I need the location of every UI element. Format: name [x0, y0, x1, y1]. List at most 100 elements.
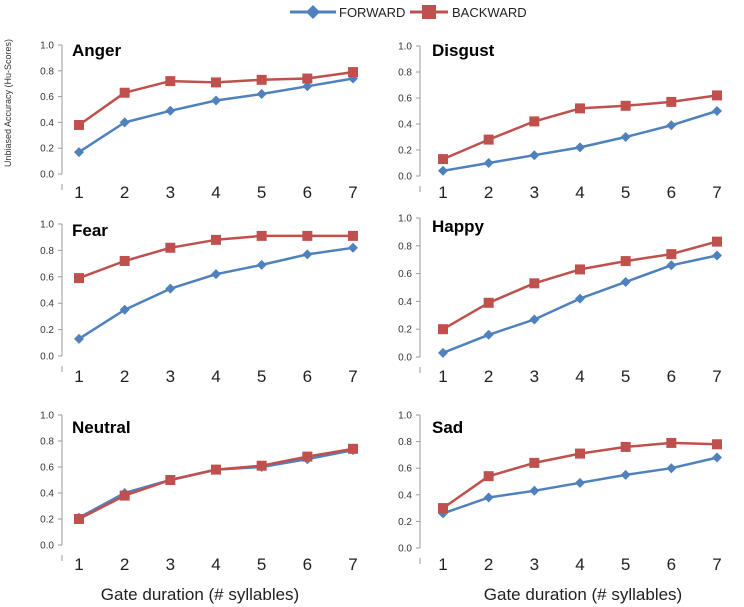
- x-tick-label-sad: 1: [438, 555, 447, 574]
- point-backward-disgust: [483, 134, 494, 145]
- point-forward-anger: [74, 147, 84, 158]
- y-tick-label-happy: 0.4: [398, 297, 412, 308]
- x-tick-label-anger: 6: [303, 183, 312, 202]
- panel-anger: 0.0 0.2 0.4 0.6 0.8 1.0 1 2 3 4 5 6 7 Anger: [40, 41, 358, 202]
- y-tick-label-sad: 0.2: [398, 517, 412, 528]
- point-backward-sad: [483, 471, 494, 482]
- y-tick-label-happy: 1.0: [398, 214, 412, 225]
- x-tick-label-fear: 4: [211, 367, 220, 386]
- point-backward-happy: [529, 278, 540, 289]
- y-tick-label-fear: 0.6: [40, 272, 54, 283]
- point-forward-fear: [302, 249, 313, 260]
- x-tick-label-sad: 7: [712, 555, 721, 574]
- panel-happy: 0.0 0.2 0.4 0.6 0.8 1.0 1 2 3 4 5 6 7 Happy: [398, 214, 722, 386]
- point-forward-happy: [529, 314, 540, 325]
- y-tick-label-disgust: 0.2: [398, 146, 412, 157]
- y-tick-label-happy: 0.6: [398, 269, 412, 280]
- x-tick-label-neutral: 4: [211, 555, 220, 574]
- x-tick-label-happy: 2: [484, 367, 493, 386]
- y-axis-label: Unbiased Accuracy (Hu-Scores): [3, 39, 13, 167]
- point-forward-happy: [438, 347, 448, 358]
- y-tick-label-happy: 0.8: [398, 241, 412, 252]
- point-backward-fear: [256, 230, 267, 241]
- y-tick-label-sad: 0.0: [398, 544, 412, 555]
- point-backward-anger: [302, 73, 313, 84]
- point-backward-anger: [348, 67, 358, 78]
- y-tick-label-disgust: 0.4: [398, 120, 412, 131]
- y-tick-label-anger: 0.4: [40, 118, 54, 129]
- y-tick-label-happy: 0.2: [398, 325, 412, 336]
- y-tick-label-anger: 1.0: [40, 41, 54, 52]
- point-backward-sad: [575, 448, 585, 459]
- panel-sad: 0.0 0.2 0.4 0.6 0.8 1.0 1 2 3 4 5 6 7 Sad: [398, 411, 722, 574]
- x-tick-label-anger: 4: [211, 183, 220, 202]
- panel-title-neutral: Neutral: [72, 418, 131, 437]
- panel-title-fear: Fear: [72, 221, 108, 240]
- x-tick-label-anger: 3: [166, 183, 175, 202]
- point-backward-neutral: [165, 475, 176, 485]
- y-tick-label-neutral: 0.6: [40, 463, 54, 474]
- y-tick-label-fear: 1.0: [40, 220, 54, 231]
- x-tick-label-happy: 5: [621, 367, 630, 386]
- y-tick-label-anger: 0.6: [40, 92, 54, 103]
- point-forward-anger: [165, 105, 176, 116]
- point-backward-fear: [211, 234, 221, 245]
- point-backward-neutral: [119, 490, 130, 501]
- point-backward-neutral: [74, 514, 84, 524]
- point-forward-anger: [119, 117, 130, 128]
- point-forward-sad: [575, 477, 585, 488]
- point-backward-sad: [620, 441, 631, 452]
- point-forward-disgust: [712, 106, 722, 116]
- point-forward-disgust: [620, 132, 631, 142]
- y-tick-label-happy: 0.0: [398, 353, 412, 364]
- panel-title-disgust: Disgust: [432, 41, 495, 60]
- panel-title-sad: Sad: [432, 418, 463, 437]
- point-backward-fear: [165, 242, 176, 253]
- x-tick-label-happy: 6: [667, 367, 676, 386]
- x-tick-label-sad: 3: [530, 555, 539, 574]
- point-backward-neutral: [302, 451, 313, 462]
- point-forward-sad: [529, 485, 540, 496]
- x-tick-label-neutral: 6: [303, 555, 312, 574]
- point-backward-anger: [165, 76, 176, 87]
- legend-backward-label: BACKWARD: [452, 5, 527, 20]
- point-backward-anger: [74, 119, 84, 130]
- point-backward-happy: [438, 324, 448, 335]
- x-tick-label-fear: 1: [74, 367, 83, 386]
- x-tick-label-happy: 1: [438, 367, 447, 386]
- point-forward-sad: [712, 452, 722, 463]
- point-backward-disgust: [620, 100, 631, 111]
- y-tick-label-anger: 0.8: [40, 66, 54, 77]
- point-backward-sad: [666, 437, 677, 448]
- point-forward-disgust: [529, 150, 540, 161]
- x-tick-label-fear: 5: [257, 367, 266, 386]
- panel-title-happy: Happy: [432, 217, 485, 236]
- point-backward-anger: [119, 87, 130, 98]
- point-forward-sad: [666, 463, 677, 474]
- y-tick-label-disgust: 0.6: [398, 94, 412, 105]
- y-tick-label-neutral: 0.0: [40, 541, 54, 552]
- point-forward-fear: [256, 259, 267, 270]
- x-tick-label-fear: 3: [166, 367, 175, 386]
- y-tick-label-fear: 0.0: [40, 352, 54, 363]
- x-tick-label-disgust: 6: [667, 183, 676, 202]
- legend: FORWARD BACKWARD: [290, 5, 527, 20]
- legend-forward-label: FORWARD: [339, 5, 405, 20]
- point-backward-fear: [302, 230, 313, 241]
- point-backward-fear: [348, 230, 358, 241]
- y-tick-label-disgust: 1.0: [398, 42, 412, 53]
- point-forward-disgust: [575, 142, 585, 153]
- panel-title-anger: Anger: [72, 41, 122, 60]
- x-tick-label-disgust: 1: [438, 183, 447, 202]
- panel-disgust: 0.0 0.2 0.4 0.6 0.8 1.0 1 2 3 4 5 6 7 Disgust: [398, 41, 722, 202]
- point-backward-disgust: [712, 90, 722, 101]
- point-forward-happy: [620, 276, 631, 287]
- x-tick-label-anger: 7: [348, 183, 357, 202]
- point-forward-happy: [712, 250, 722, 261]
- point-backward-anger: [211, 77, 221, 88]
- point-forward-sad: [483, 492, 494, 503]
- point-forward-fear: [211, 269, 221, 280]
- point-backward-neutral: [256, 460, 267, 471]
- x-tick-label-neutral: 2: [120, 555, 129, 574]
